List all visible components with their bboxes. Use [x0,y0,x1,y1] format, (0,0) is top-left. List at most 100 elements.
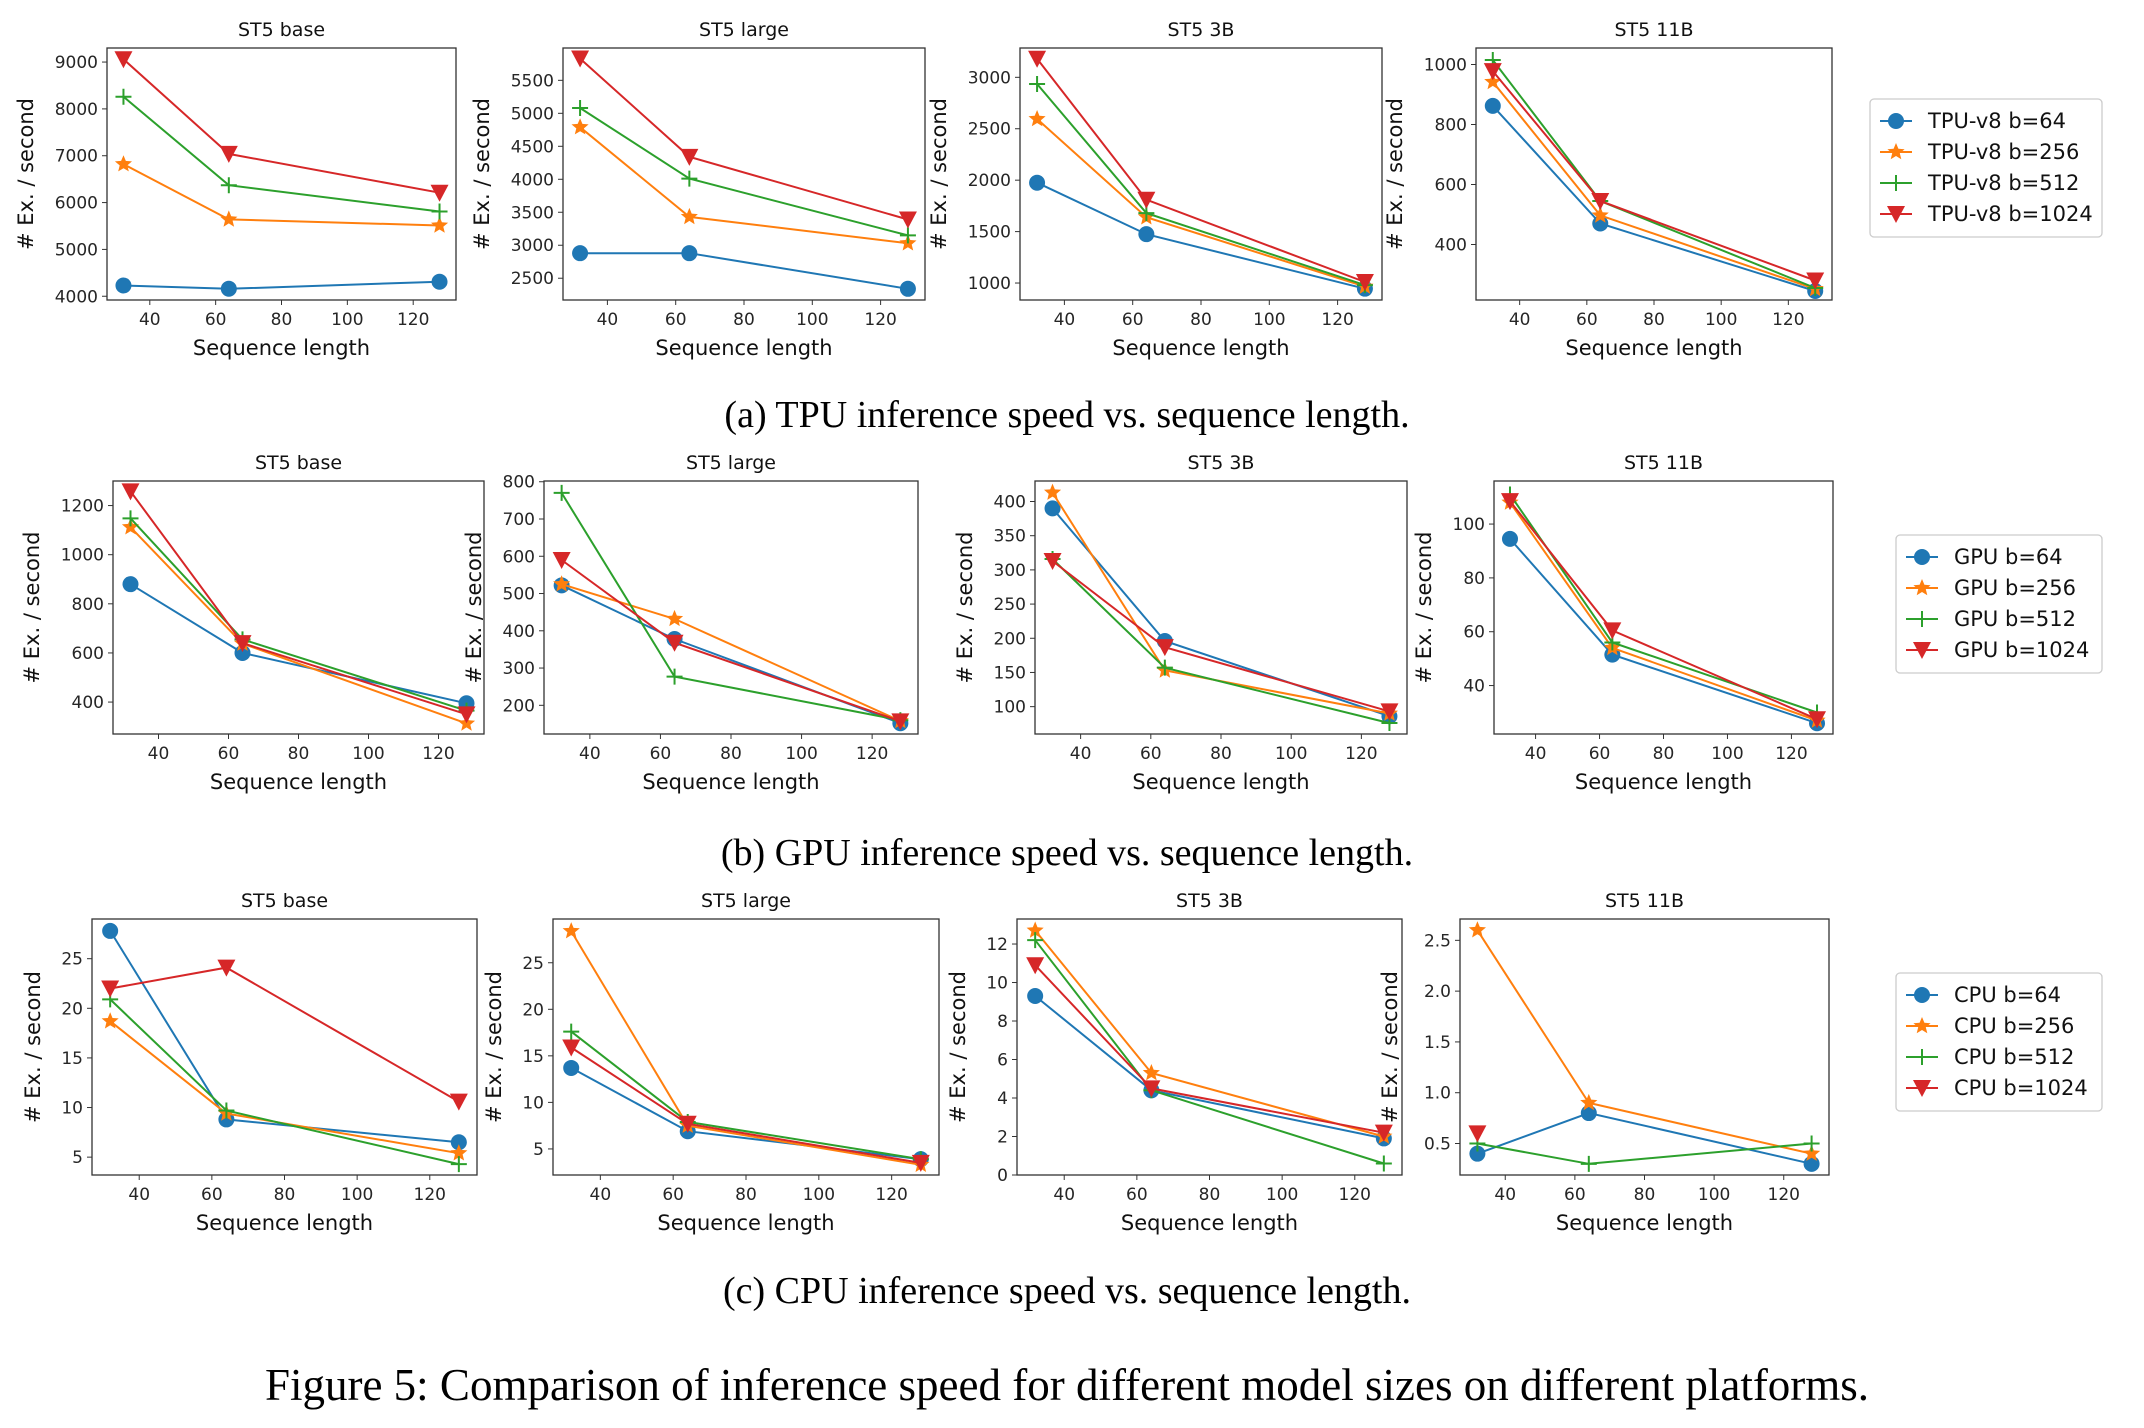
x-axis-label: Sequence length [1121,1211,1298,1235]
x-tick-label: 60 [662,1185,684,1205]
y-axis-label: # Ex. / second [927,98,951,250]
y-tick-label: 200 [994,629,1026,649]
series-line [1509,493,1818,714]
x-tick-label: 120 [875,1185,907,1205]
chart-panel-gpu-st5-base: ST5 base 40 60 80 100 120 400 600 800 1000 1200 Seq… [20,452,485,794]
series-line [123,163,440,227]
y-tick-label: 100 [1453,515,1485,535]
y-tick-label: 600 [503,547,535,567]
legend-label: GPU b=1024 [1954,638,2089,662]
x-tick-label: 60 [1140,744,1162,764]
data-point [431,273,448,290]
y-tick-label: 5 [533,1140,544,1160]
legend-label: GPU b=512 [1954,607,2076,631]
x-tick-label: 40 [128,1185,150,1205]
x-tick-label: 60 [665,310,687,330]
plot-frame [562,47,926,301]
y-tick-label: 10 [986,974,1008,994]
x-tick-label: 100 [803,1185,835,1205]
x-axis-label: Sequence length [1575,770,1752,794]
data-point [553,575,571,592]
data-point [563,1023,580,1040]
series-line [1492,70,1816,282]
data-point [680,207,698,225]
x-axis-label: Sequence length [193,336,370,360]
y-axis-label: # Ex. / second [1383,98,1407,250]
chart-panel-gpu-st5-3b: ST5 3B 40 60 80 100 120 100 150 200 250 300 350 400 S… [953,452,1408,794]
figure-caption: Figure 5: Comparison of inference speed … [265,1360,1869,1410]
y-tick-label: 400 [1435,236,1467,256]
y-axis-label: # Ex. / second [482,971,506,1123]
legend-marker [1887,206,1905,223]
series-line [122,95,440,213]
data-point [218,1111,235,1128]
data-point [1500,493,1519,511]
x-axis-label: Sequence length [1556,1211,1733,1235]
data-point [1484,97,1501,114]
subcaption-tpu: (a) TPU inference speed vs. sequence len… [724,394,1409,436]
x-tick-label: 60 [650,744,672,764]
plot-frame [91,918,478,1176]
y-tick-label: 3500 [511,203,554,223]
y-tick-label: 400 [503,622,535,642]
y-axis-label: # Ex. / second [21,971,45,1123]
y-tick-label: 2500 [968,120,1011,140]
subcaption-cpu: (c) CPU inference speed vs. sequence len… [723,1270,1411,1312]
series-line [109,1020,459,1155]
data-point [563,1059,580,1076]
x-tick-label: 120 [1768,1185,1800,1205]
data-point [1380,703,1399,721]
y-tick-label: 15 [522,1047,544,1067]
data-point [680,148,699,166]
data-point [1501,530,1518,547]
y-tick-label: 6 [997,1051,1008,1071]
panel-title: ST5 3B [1176,890,1243,912]
data-point [101,1012,119,1029]
data-point [457,706,476,724]
legend-box [1895,534,2103,674]
x-tick-label: 40 [1054,310,1076,330]
series-line [1036,83,1366,287]
data-point [1026,957,1045,975]
data-point [115,277,132,294]
data-point [1580,1105,1597,1122]
data-point [1142,1080,1161,1098]
data-point [1137,191,1156,209]
y-tick-label: 5500 [511,71,554,91]
x-tick-label: 60 [1589,744,1611,764]
data-point [1803,1135,1820,1152]
data-point [899,227,916,244]
x-tick-label: 100 [785,744,817,764]
y-axis-label: # Ex. / second [1378,971,1402,1123]
x-tick-label: 100 [796,310,828,330]
series-line [570,930,921,1166]
x-tick-label: 120 [1772,310,1804,330]
y-tick-label: 1000 [61,546,104,566]
data-point [1374,1124,1393,1142]
data-point [1355,274,1374,291]
chart-panel-tpu-st5-3b: ST5 3B 40 60 80 100 120 1000 1500 2000 2500 3000 Se… [927,19,1383,360]
x-tick-label: 80 [1653,744,1675,764]
series-line [1051,507,1390,718]
x-tick-label: 60 [1576,310,1598,330]
legend-box [1869,98,2103,238]
x-axis-label: Sequence length [655,336,832,360]
x-tick-label: 80 [1199,1185,1221,1205]
x-tick-label: 100 [331,310,363,330]
x-tick-label: 80 [1634,1185,1656,1205]
y-tick-label: 4000 [55,287,98,307]
y-tick-label: 350 [994,527,1026,547]
x-tick-label: 80 [733,310,755,330]
legend-label: CPU b=256 [1954,1014,2074,1038]
data-point [1138,226,1155,243]
x-axis-label: Sequence length [1565,336,1742,360]
series-line [1034,995,1385,1140]
x-tick-label: 120 [864,310,896,330]
y-tick-label: 6000 [55,194,98,214]
legend: GPU b=64 GPU b=256 GPU b=512 GPU b=1024 [1895,534,2103,674]
panel-title: ST5 3B [1168,19,1235,41]
series-line [109,998,460,1166]
plot-frame [112,480,485,735]
y-tick-label: 1000 [1424,56,1467,76]
